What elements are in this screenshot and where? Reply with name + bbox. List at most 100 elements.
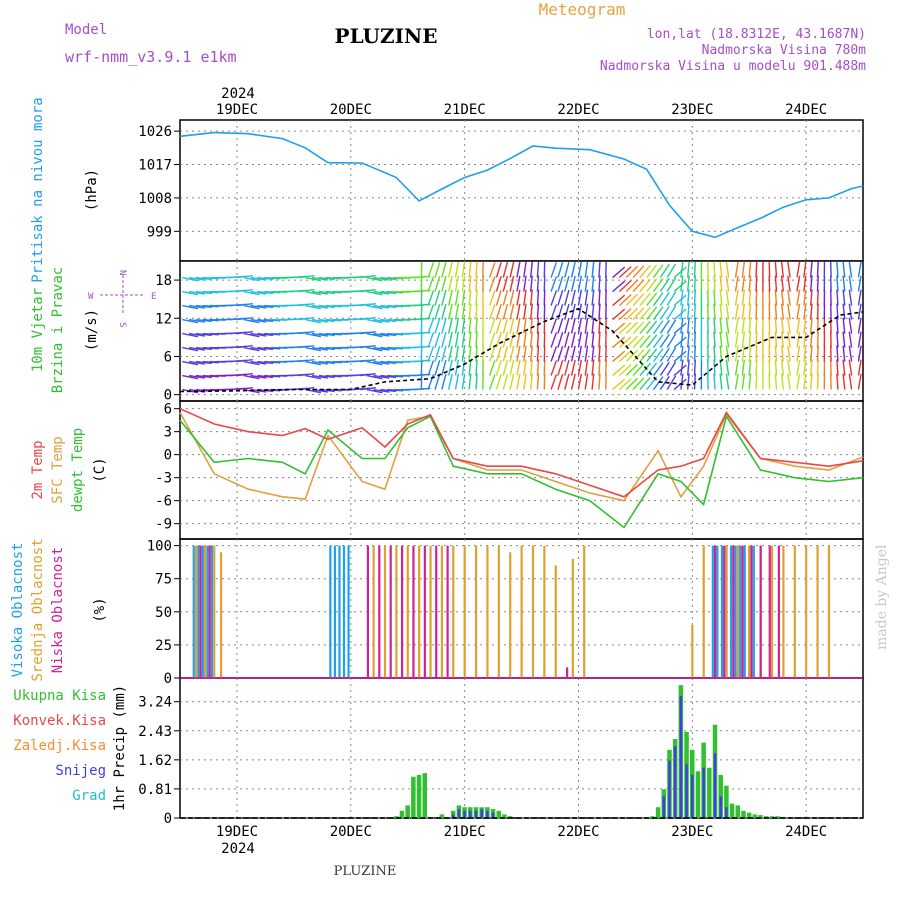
y-tick-label: 1026: [138, 124, 172, 140]
wind-arrow: [454, 331, 460, 348]
precip-bar: [491, 812, 495, 818]
precip-bar: [422, 773, 427, 818]
wind-arrow: [857, 317, 862, 334]
wind-arrow: [632, 307, 645, 321]
wind-arrow: [787, 331, 791, 348]
wind-arrow: [523, 331, 527, 348]
wind-arrow: [243, 374, 260, 380]
precip-label-total: Ukupna Kisa: [13, 688, 106, 704]
station-title: PLUZINE: [335, 24, 438, 48]
wind-arrow: [488, 374, 496, 390]
cloud-bar: [400, 545, 404, 678]
wind-arrow: [780, 331, 785, 348]
wind-arrow: [454, 373, 460, 390]
wind-arrow: [646, 278, 658, 292]
wind-arrow: [796, 289, 801, 306]
wind-arrow: [591, 289, 595, 306]
wind-arrow: [536, 275, 540, 292]
wind-arrow: [639, 278, 651, 293]
wind-arrow: [816, 373, 819, 390]
wind-arrow: [468, 373, 472, 390]
wind-arrow: [809, 261, 813, 278]
cloud-bar: [741, 545, 744, 678]
wind-arrow: [625, 335, 639, 349]
wind-arrow: [659, 375, 670, 390]
wind-arrow: [842, 359, 846, 376]
wind-arrow: [625, 307, 639, 321]
wind-arrow: [536, 303, 540, 320]
y-tick-label: 18: [155, 273, 172, 289]
wind-arrow: [257, 332, 274, 337]
cloud-bar: [750, 545, 753, 678]
wind-arrow: [755, 359, 758, 376]
wind-arrow: [848, 345, 853, 362]
wind-arrow: [836, 345, 839, 362]
cloud-bar: [554, 565, 557, 678]
wind-arrow: [305, 318, 322, 324]
wind-arrow: [693, 359, 696, 376]
wind-arrow: [318, 346, 335, 351]
wind-arrow: [182, 276, 199, 282]
cloud-bar: [206, 545, 209, 678]
wind-arrow: [796, 331, 801, 348]
wind-arrow: [686, 303, 690, 320]
date-label-top: 22DEC: [557, 102, 599, 118]
model-name: wrf-nmm_v3.9.1 e1km: [65, 48, 237, 66]
cloud-bar: [366, 545, 370, 678]
wind-arrow: [570, 275, 576, 292]
wind-arrow: [250, 290, 267, 295]
wind-arrow: [516, 317, 521, 334]
wind-arrow: [373, 346, 390, 351]
precip-bar: [685, 764, 688, 818]
wind-arrow: [557, 290, 564, 306]
wind-arrow: [188, 374, 206, 379]
wind-arrow: [182, 346, 199, 352]
wind-arrow: [188, 360, 206, 365]
wind-arrow: [454, 261, 460, 278]
wind-arrow: [359, 373, 376, 377]
wind-arrow: [780, 373, 785, 390]
wind-arrow: [725, 359, 730, 376]
wind-arrow: [632, 349, 645, 363]
cloud-bar: [463, 545, 466, 678]
wind-arrow: [441, 275, 447, 292]
wind-arrow: [257, 374, 274, 379]
wind-arrow: [454, 303, 460, 320]
cloud-bar: [736, 545, 739, 678]
wind-arrow: [741, 317, 746, 334]
wind-arrow: [612, 266, 626, 279]
wind-arrow: [659, 361, 670, 376]
wind-arrow: [557, 276, 564, 292]
cloud-bar: [372, 545, 375, 678]
wind-arrow: [509, 275, 515, 292]
footer-station: PLUZINE: [334, 864, 397, 879]
wind-arrow: [195, 276, 212, 281]
wind-arrow: [257, 318, 274, 323]
wind-arrow: [509, 331, 515, 348]
wind-arrow: [612, 336, 626, 349]
precip-bar: [673, 746, 677, 818]
wind-arrow: [570, 261, 576, 278]
cloud-bar: [486, 545, 489, 678]
wind-arrow: [380, 318, 397, 323]
wind-arrow: [250, 360, 267, 365]
wind-arrow: [842, 289, 846, 306]
wind-arrow: [529, 275, 533, 292]
wind-arrow: [734, 317, 739, 334]
precip-bar: [662, 796, 666, 818]
wind-arrow: [741, 359, 746, 376]
wind-arrow: [318, 332, 335, 337]
wind-arrow: [502, 317, 509, 334]
wind-arrow: [570, 317, 576, 334]
wind-arrow: [618, 294, 632, 307]
cloud-bar: [204, 545, 207, 678]
wind-arrow: [475, 345, 478, 362]
wind-arrow: [529, 373, 533, 390]
wind-arrow: [447, 331, 453, 348]
wind-arrow: [774, 289, 778, 306]
wind-arrow: [809, 345, 813, 362]
wind-arrow: [741, 345, 746, 362]
wind-arrow: [719, 289, 723, 306]
wind-side-label-1: 10m Vjetar: [30, 288, 46, 372]
wind-arrow: [243, 290, 260, 296]
